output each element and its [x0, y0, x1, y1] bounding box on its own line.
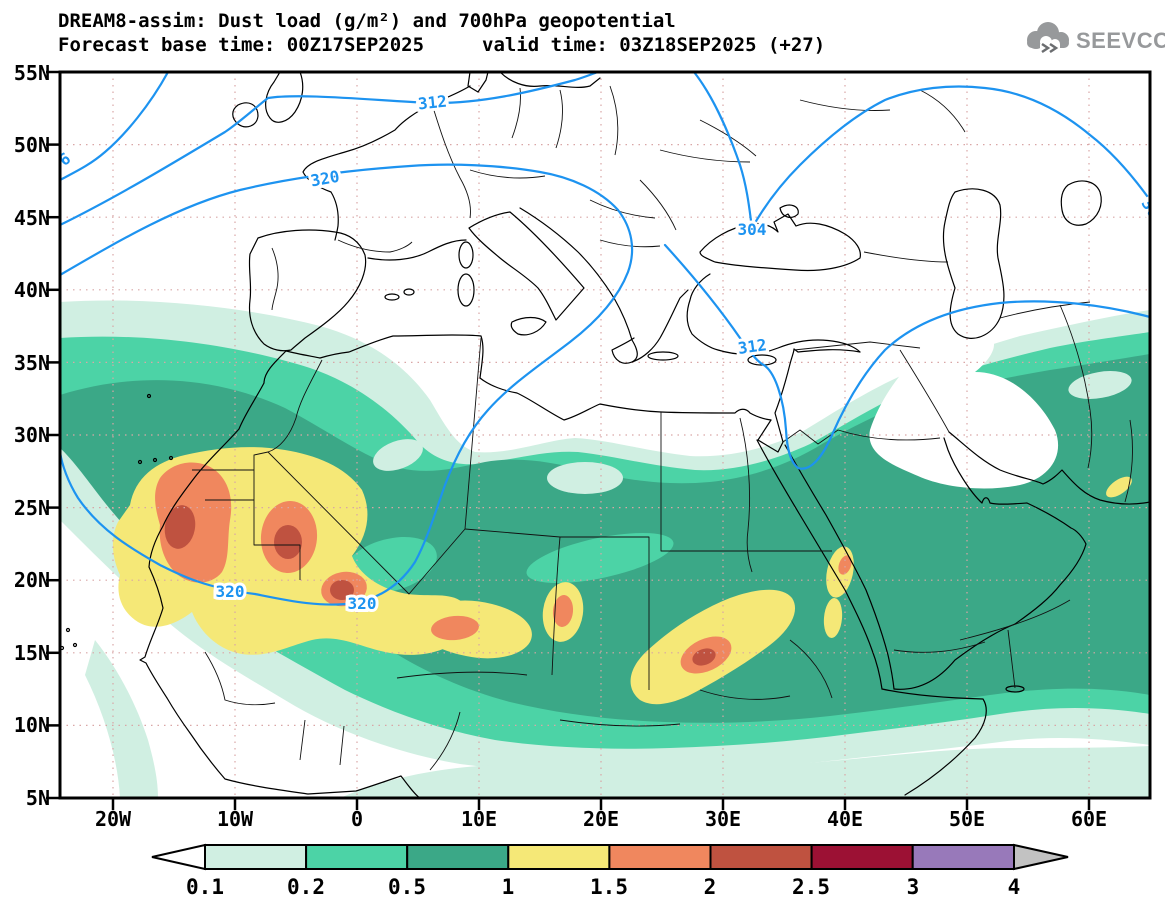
dust-layer-2 — [164, 505, 716, 666]
y-label: 50N — [14, 133, 50, 157]
x-label: 20W — [95, 807, 132, 831]
contour-320 — [60, 163, 634, 606]
valid-time: valid time: 03Z18SEP2025 (+27) — [482, 34, 825, 56]
seevccc-logo: SEEVCCC — [1027, 22, 1165, 54]
logo-text: SEEVCCC — [1076, 28, 1165, 53]
colorbar-arrow-right — [1013, 843, 1069, 871]
geo-label-320b: 320 — [216, 582, 245, 601]
y-label: 40N — [14, 278, 50, 302]
geo-label-312a: 312 — [417, 92, 448, 114]
y-label: 25N — [14, 496, 50, 520]
x-label: 0 — [351, 807, 363, 831]
contour-312-west — [60, 72, 600, 227]
contour-296 — [60, 72, 170, 182]
x-label: 30E — [705, 807, 741, 831]
geo-label-320c: 320 — [348, 594, 377, 613]
graticule — [60, 72, 1150, 798]
forecast-base-time: Forecast base time: 00Z17SEP2025 — [58, 34, 424, 56]
y-label: 20N — [14, 568, 50, 592]
contour-312-east — [663, 243, 1150, 470]
colorbar-tick: 1 — [502, 875, 515, 899]
x-label: 20E — [583, 807, 619, 831]
x-label: 10W — [217, 807, 254, 831]
y-label: 15N — [14, 641, 50, 665]
colorbar-tick: 4 — [1008, 875, 1021, 899]
colorbar-segment — [204, 844, 308, 870]
colorbar-segment — [406, 844, 510, 870]
y-label: 30N — [14, 423, 50, 447]
y-axis-labels: 55N 50N 45N 40N 35N 30N 25N 20N 15N 10N … — [14, 61, 50, 810]
colorbar-segment — [709, 844, 813, 870]
colorbar-tick: 0.1 — [186, 875, 224, 899]
geo-label-304: 304 — [738, 220, 767, 239]
dust-clear-area — [869, 329, 1059, 489]
colorbar-labels: 0.1 0.2 0.5 1 1.5 2 2.5 3 4 — [186, 875, 1020, 899]
colorbar-tick: 3 — [907, 875, 920, 899]
x-label: 10E — [461, 807, 497, 831]
colorbar-segment — [507, 844, 611, 870]
axis-ticks — [46, 70, 1091, 810]
colorbar-segment — [810, 844, 914, 870]
colorbar — [151, 843, 1069, 871]
y-label: 35N — [14, 351, 50, 375]
chart-title: DREAM8-assim: Dust load (g/m²) and 700hP… — [58, 10, 676, 32]
colorbar-segment — [305, 844, 409, 870]
colorbar-tick: 0.5 — [388, 875, 426, 899]
geo-label-312b: 312 — [737, 335, 768, 358]
colorbar-segment — [911, 844, 1016, 870]
x-axis-labels: 20W 10W 0 10E 20E 30E 40E 50E 60E — [95, 807, 1107, 831]
contour-304 — [692, 72, 1150, 232]
colorbar-tick: 2 — [704, 875, 717, 899]
colorbar-tick: 1.5 — [590, 875, 628, 899]
colorbar-tick: 2.5 — [792, 875, 830, 899]
y-label: 55N — [14, 61, 50, 85]
geopotential-contours — [60, 72, 1150, 606]
x-label: 40E — [827, 807, 863, 831]
cloud-icon — [1027, 22, 1069, 54]
y-label: 5N — [26, 786, 50, 810]
country-borders — [192, 85, 1133, 771]
y-label: 10N — [14, 713, 50, 737]
x-label: 50E — [949, 807, 985, 831]
y-label: 45N — [14, 206, 50, 230]
colorbar-tick: 0.2 — [287, 875, 325, 899]
coastlines — [60, 72, 1150, 798]
x-label: 60E — [1071, 807, 1107, 831]
colorbar-segment — [608, 844, 712, 870]
